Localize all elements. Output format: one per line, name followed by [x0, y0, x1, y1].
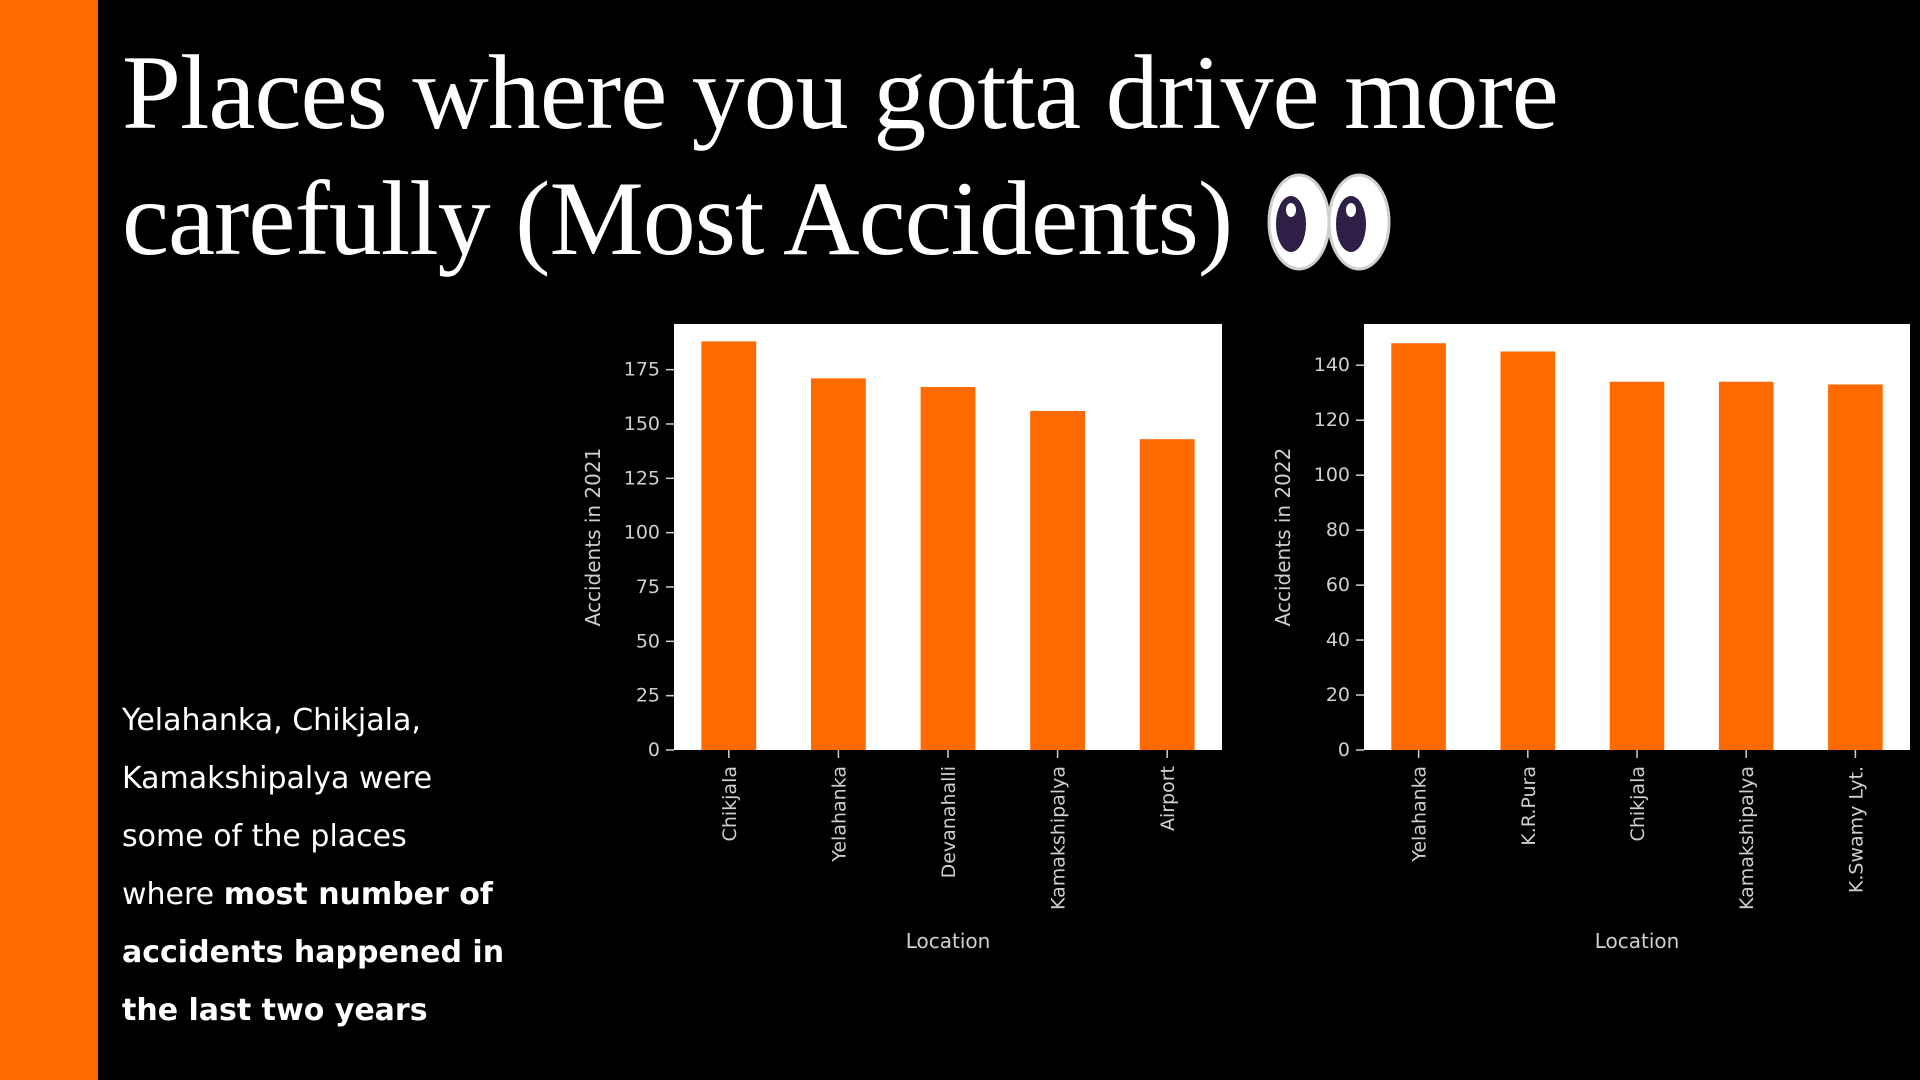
x-tick-label: Kamakshipalya [1736, 766, 1758, 910]
caption-bold-text: most number of [223, 877, 493, 912]
eyes-icon [1266, 172, 1392, 300]
caption: Yelahanka, Chikjala, Kamakshipalya were so… [122, 692, 552, 1040]
y-tick-label: 125 [624, 467, 660, 489]
x-tick-label: Chikjala [1627, 766, 1649, 841]
y-tick-label: 80 [1326, 519, 1350, 541]
y-axis-label: Accidents in 2022 [1271, 448, 1295, 627]
bar-chart-2: 0 20 40 60 80 100 120 140 Yelahanka K.R.Pura Chikj… [1271, 324, 1910, 953]
y-tick-label: 100 [1314, 464, 1350, 486]
x-tick-label: Kamakshipalya [1048, 766, 1070, 910]
caption-text: some of the places [122, 819, 407, 854]
bar [1609, 381, 1665, 750]
x-tick-label: K.Swamy Lyt. [1845, 766, 1867, 893]
bar [1500, 351, 1556, 750]
title-line-1: Places where you gotta drive more [122, 34, 1559, 151]
y-tick-label: 20 [1326, 684, 1350, 706]
x-tick-label: Yelahanka [1409, 766, 1431, 863]
caption-line: the last two years [122, 982, 552, 1040]
y-tick-label: 140 [1314, 354, 1350, 376]
y-tick-label: 75 [636, 576, 660, 598]
y-tick-label: 25 [636, 685, 660, 707]
x-tick-label: Devanahalli [938, 766, 960, 878]
y-tick-label: 0 [648, 739, 660, 761]
y-tick-label: 175 [624, 359, 660, 381]
x-tick-label: K.R.Pura [1518, 766, 1540, 846]
caption-line: where most number of [122, 866, 552, 924]
caption-text: where [122, 877, 224, 912]
y-tick-label: 50 [636, 630, 660, 652]
x-axis-label: Location [906, 929, 991, 953]
caption-line: accidents happened in [122, 924, 552, 982]
caption-text: Yelahanka, Chikjala, [122, 703, 421, 738]
bar [701, 341, 757, 750]
y-axis-label: Accidents in 2021 [581, 448, 605, 627]
caption-text: Kamakshipalya were [122, 761, 433, 796]
bar [1718, 381, 1774, 750]
y-tick-label: 0 [1338, 739, 1350, 761]
y-tick-label: 40 [1326, 629, 1350, 651]
bar-chart-1: 0 25 50 75 100 125 150 175 Chikjala Yelahanka Deva… [581, 324, 1222, 953]
y-tick-label: 120 [1314, 409, 1350, 431]
bar [1828, 384, 1883, 750]
bar [1139, 439, 1195, 750]
x-tick-label: Yelahanka [828, 766, 850, 863]
caption-bold-text: the last two years [122, 993, 428, 1028]
y-tick-label: 150 [624, 413, 660, 435]
slide-title: Places where you gotta drive more carefu… [122, 30, 1822, 300]
caption-bold-text: accidents happened in [122, 935, 505, 970]
caption-line: Yelahanka, Chikjala, [122, 692, 552, 750]
x-axis-label: Location [1595, 929, 1680, 953]
bar [1030, 410, 1085, 750]
bar [920, 387, 976, 750]
caption-line: some of the places [122, 808, 552, 866]
x-tick-label: Airport [1157, 766, 1179, 831]
title-line-2-text: carefully (Most Accidents) [122, 160, 1233, 277]
accent-bar [0, 0, 98, 1080]
bar [1391, 343, 1446, 750]
bar [811, 378, 866, 750]
y-tick-label: 100 [624, 522, 660, 544]
caption-line: Kamakshipalya were [122, 750, 552, 808]
x-tick-label: Chikjala [719, 766, 741, 841]
y-tick-label: 60 [1326, 574, 1350, 596]
title-line-2: carefully (Most Accidents) [122, 156, 1822, 300]
